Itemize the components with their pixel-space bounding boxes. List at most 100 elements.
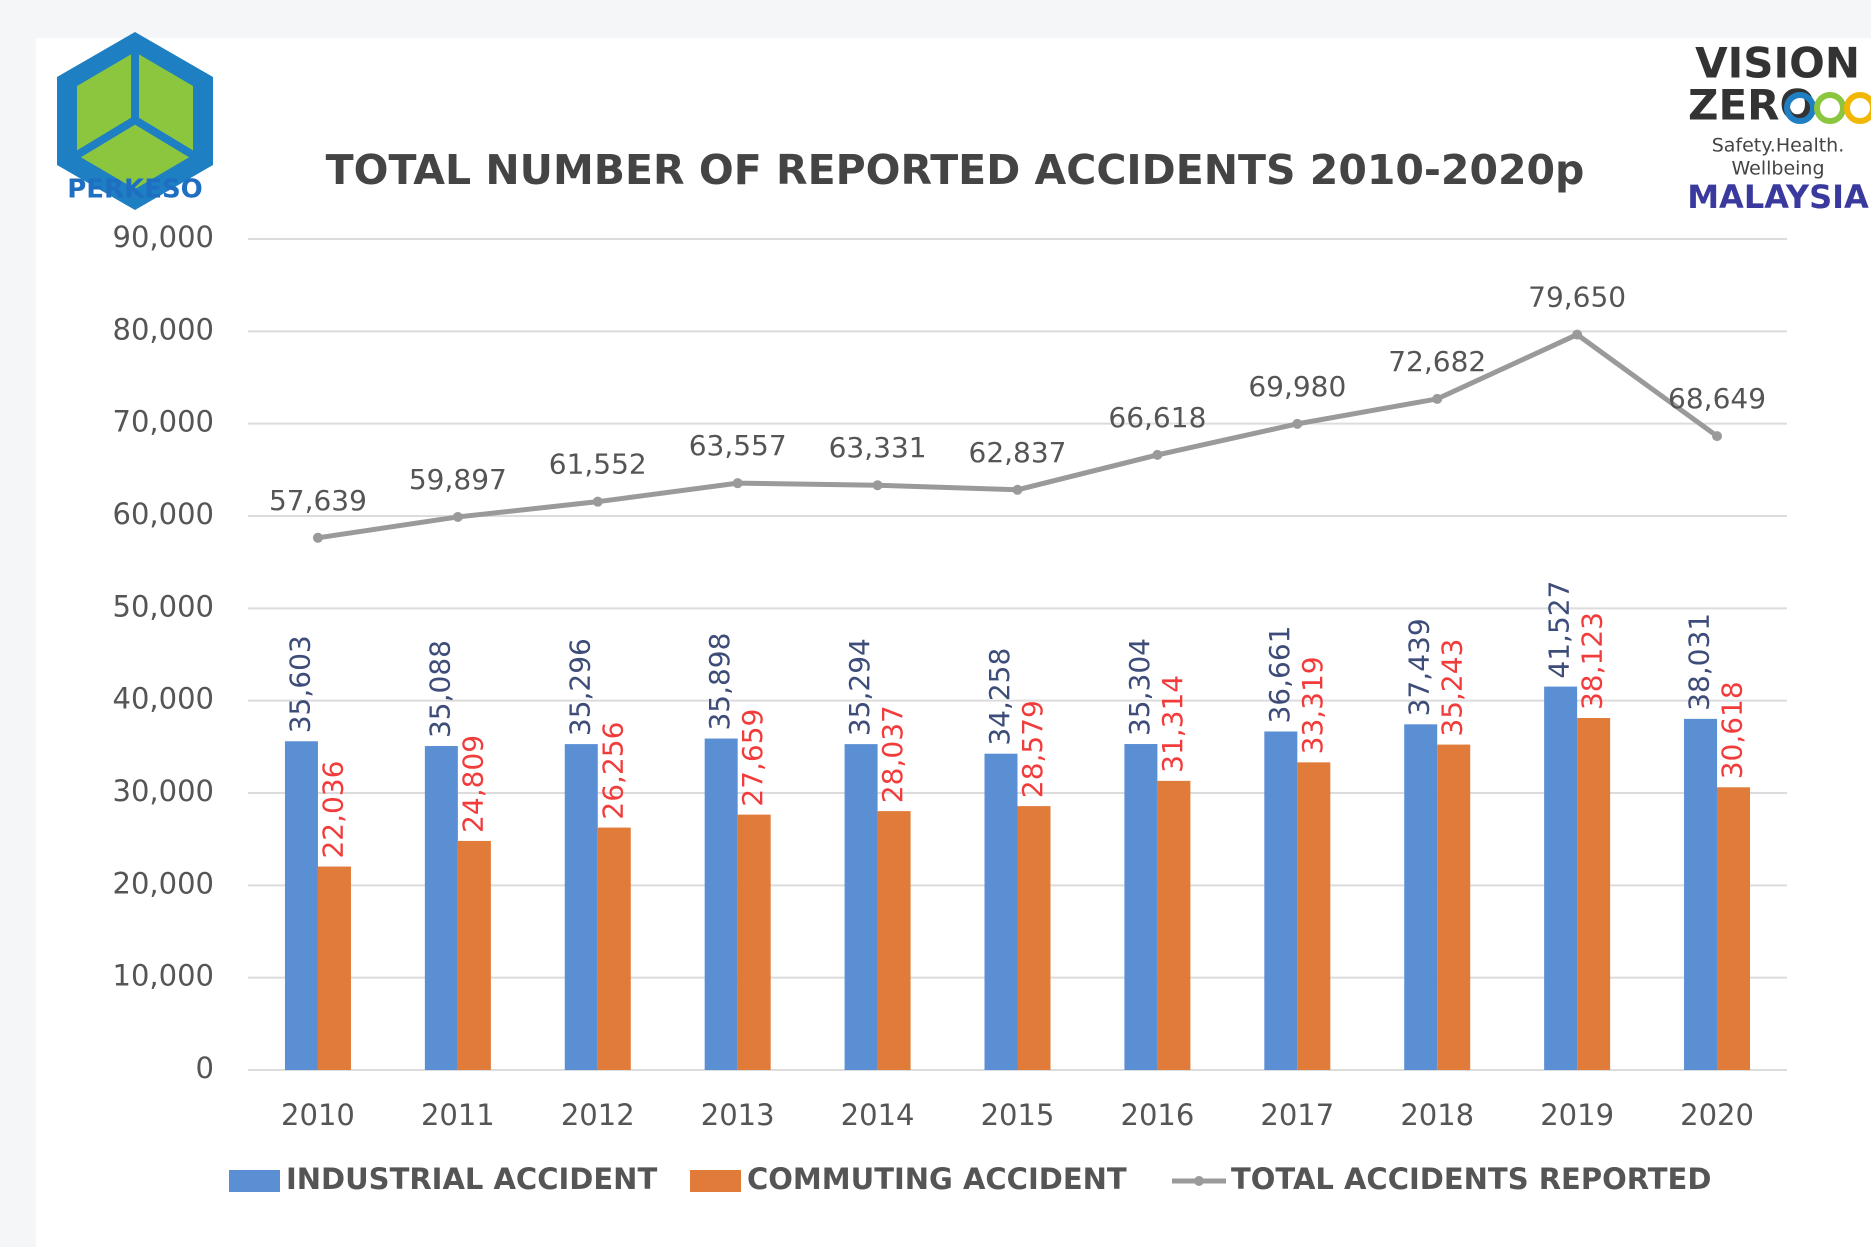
x-tick-label: 2010 xyxy=(281,1098,355,1132)
data-label: 38,031 xyxy=(1683,613,1716,711)
y-tick-label: 40,000 xyxy=(113,682,214,716)
y-tick-label: 20,000 xyxy=(113,866,214,900)
vision-zero-logo: VISION ZERO Safety.Health. Wellbeing MAL… xyxy=(1687,39,1871,216)
data-label: 63,331 xyxy=(829,431,927,464)
x-tick-label: 2020 xyxy=(1680,1098,1754,1132)
y-tick-label: 90,000 xyxy=(113,220,214,254)
data-label: 35,243 xyxy=(1436,639,1469,737)
bar xyxy=(1684,718,1718,1070)
chart-title: TOTAL NUMBER OF REPORTED ACCIDENTS 2010-… xyxy=(326,146,1585,194)
bar xyxy=(1404,724,1438,1070)
bar xyxy=(1017,806,1051,1070)
y-tick-label: 80,000 xyxy=(113,312,214,346)
data-label: 59,897 xyxy=(409,463,507,496)
bar xyxy=(737,814,771,1070)
bar xyxy=(877,811,911,1070)
y-tick-label: 50,000 xyxy=(113,589,214,623)
bar xyxy=(317,866,351,1070)
bar xyxy=(457,840,491,1070)
line-marker xyxy=(872,480,883,491)
data-label: 37,439 xyxy=(1403,618,1436,716)
data-label: 35,294 xyxy=(843,638,876,736)
logo-ring xyxy=(1814,92,1846,124)
data-label: 36,661 xyxy=(1263,626,1296,724)
data-label: 22,036 xyxy=(316,761,349,859)
line-marker xyxy=(732,478,743,489)
legend-label: COMMUTING ACCIDENT xyxy=(747,1162,1127,1196)
data-label: 68,649 xyxy=(1668,382,1766,415)
data-label: 35,304 xyxy=(1123,638,1156,736)
logo-text: PERKESO xyxy=(67,175,203,205)
data-label: 27,659 xyxy=(736,709,769,807)
y-tick-label: 30,000 xyxy=(113,774,214,808)
logo-lines xyxy=(74,52,196,159)
y-tick-label: 0 xyxy=(196,1051,214,1085)
line-marker xyxy=(452,511,463,522)
y-tick-label: 70,000 xyxy=(113,405,214,439)
data-label: 79,650 xyxy=(1528,281,1626,314)
x-tick-label: 2017 xyxy=(1260,1098,1334,1132)
data-label: 28,037 xyxy=(876,705,909,803)
data-label: 61,552 xyxy=(549,448,647,481)
line-marker xyxy=(1152,449,1163,460)
bar xyxy=(1544,686,1578,1070)
logo-ring xyxy=(1784,92,1816,124)
legend-swatch xyxy=(690,1170,741,1192)
data-label: 26,256 xyxy=(596,722,629,820)
line-marker xyxy=(1012,484,1023,495)
data-label: 35,603 xyxy=(283,635,316,733)
bar xyxy=(424,746,458,1070)
data-label: 35,898 xyxy=(703,633,736,731)
data-label: 62,837 xyxy=(969,436,1067,469)
logo-text: Safety.Health. xyxy=(1712,135,1845,157)
bar xyxy=(1437,744,1471,1070)
bar xyxy=(1297,762,1331,1070)
data-label: 38,123 xyxy=(1576,612,1609,710)
logo-text: VISION xyxy=(1695,39,1860,88)
bar xyxy=(1157,780,1191,1070)
bar xyxy=(597,827,631,1070)
data-label: 34,258 xyxy=(983,648,1016,746)
bar xyxy=(284,741,318,1070)
x-tick-label: 2014 xyxy=(841,1098,915,1132)
line-marker xyxy=(1292,418,1303,429)
data-label: 33,319 xyxy=(1296,656,1329,754)
y-tick-label: 60,000 xyxy=(113,497,214,531)
bar xyxy=(984,753,1018,1070)
data-label: 41,527 xyxy=(1543,581,1576,679)
logo-text: MALAYSIA xyxy=(1687,178,1869,216)
perkeso-logo: PERKESO xyxy=(57,32,213,210)
x-tick-label: 2011 xyxy=(421,1098,495,1132)
data-label: 35,088 xyxy=(423,640,456,738)
legend-swatch xyxy=(229,1170,280,1192)
data-label: 66,618 xyxy=(1108,401,1206,434)
data-label: 57,639 xyxy=(269,484,367,517)
bar xyxy=(1124,744,1158,1070)
x-tick-label: 2015 xyxy=(981,1098,1055,1132)
logo-ring xyxy=(1844,92,1871,124)
data-label: 30,618 xyxy=(1716,681,1749,779)
line-marker xyxy=(1572,329,1583,340)
bar xyxy=(564,744,598,1070)
data-label: 28,579 xyxy=(1016,700,1049,798)
line-marker xyxy=(1712,431,1723,442)
logo-text: Wellbeing xyxy=(1731,158,1824,180)
line-marker xyxy=(592,496,603,507)
bar xyxy=(844,744,878,1070)
data-label: 72,682 xyxy=(1388,345,1486,378)
bar xyxy=(1717,787,1751,1070)
y-tick-label: 10,000 xyxy=(113,959,214,993)
x-tick-label: 2012 xyxy=(561,1098,635,1132)
x-tick-label: 2013 xyxy=(701,1098,775,1132)
x-tick-label: 2019 xyxy=(1540,1098,1614,1132)
bar xyxy=(1577,717,1611,1070)
x-tick-label: 2016 xyxy=(1121,1098,1195,1132)
data-label: 24,809 xyxy=(456,735,489,833)
bar xyxy=(1264,731,1298,1070)
data-label: 31,314 xyxy=(1156,675,1189,773)
legend-label: TOTAL ACCIDENTS REPORTED xyxy=(1231,1162,1711,1196)
data-label: 63,557 xyxy=(689,429,787,462)
line-marker xyxy=(1432,393,1443,404)
data-label: 69,980 xyxy=(1248,370,1346,403)
